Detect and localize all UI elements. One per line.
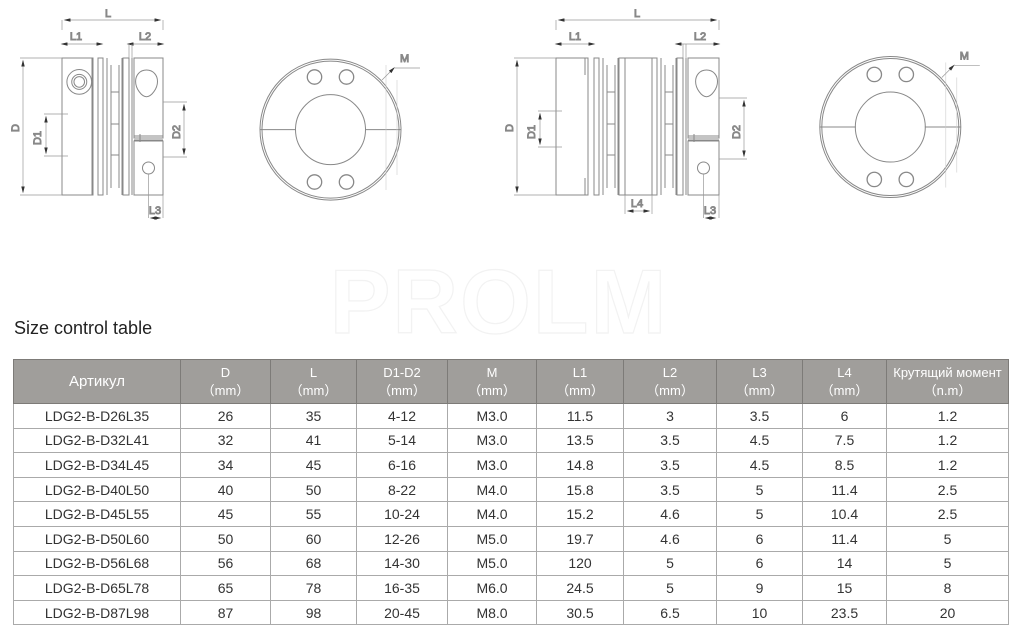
svg-text:D: D (504, 124, 516, 132)
svg-text:L: L (105, 8, 111, 20)
svg-text:D1: D1 (32, 131, 44, 145)
svg-text:M: M (960, 50, 969, 62)
svg-text:L4: L4 (631, 198, 643, 210)
svg-text:D: D (10, 124, 22, 132)
svg-text:L2: L2 (139, 31, 151, 43)
svg-text:L3: L3 (704, 205, 716, 217)
svg-text:M: M (400, 53, 409, 65)
svg-text:L2: L2 (694, 31, 706, 43)
svg-text:PROLM: PROLM (330, 252, 669, 353)
svg-text:D2: D2 (731, 125, 743, 139)
svg-text:D1: D1 (526, 125, 538, 139)
svg-text:L: L (634, 8, 640, 20)
svg-text:L1: L1 (569, 31, 581, 43)
svg-text:L1: L1 (70, 31, 82, 43)
svg-text:L3: L3 (149, 205, 161, 217)
svg-text:D2: D2 (171, 125, 183, 139)
